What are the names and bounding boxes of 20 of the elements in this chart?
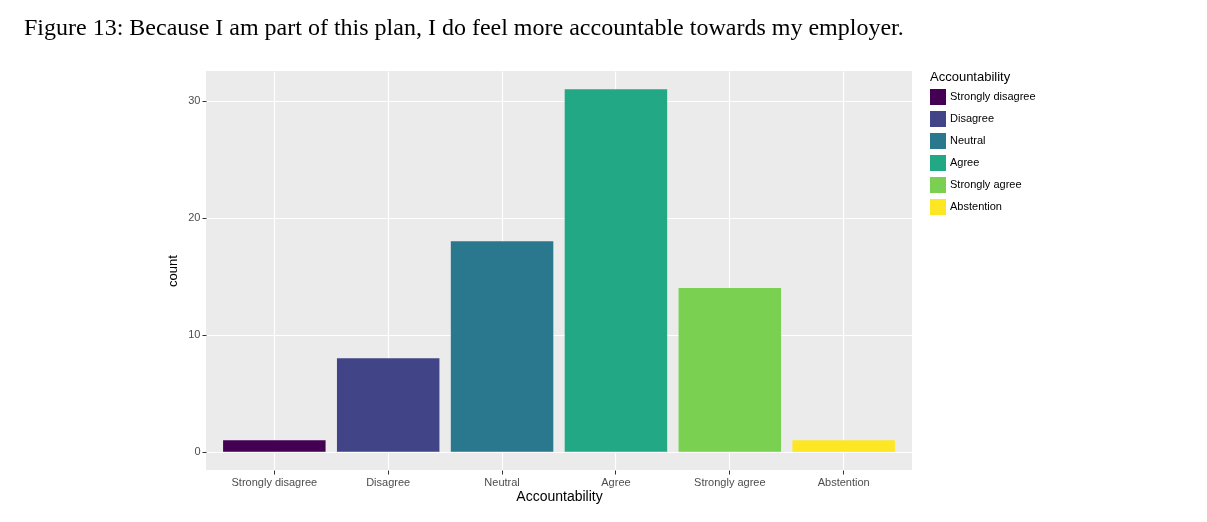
x-tick-label: Abstention [817, 475, 870, 488]
x-tick-label: Strongly agree [694, 475, 766, 488]
x-tick-label: Strongly disagree [231, 475, 318, 488]
x-tick-label: Neutral [484, 475, 520, 488]
y-tick-label: 10 [188, 328, 201, 341]
chart-title: Figure 13: Because I am part of this plan, I do feel more accountable towards my employer. [23, 13, 905, 42]
legend-label: Neutral [950, 134, 986, 146]
legend-title: Accountability [930, 69, 1011, 84]
legend-label: Abstention [950, 200, 1002, 212]
legend-label: Strongly disagree [950, 90, 1036, 102]
y-tick-label: 30 [188, 94, 201, 107]
x-tick-label: Disagree [366, 475, 411, 488]
x-tick-label: Agree [601, 475, 631, 488]
legend-label: Agree [950, 156, 980, 168]
y-tick-label: 20 [188, 211, 201, 224]
x-axis-title: Accountability [516, 487, 603, 504]
legend-label: Strongly agree [950, 178, 1022, 190]
y-axis-title: count [165, 254, 181, 287]
y-tick-label: 0 [194, 445, 201, 458]
legend-label: Disagree [950, 112, 995, 124]
